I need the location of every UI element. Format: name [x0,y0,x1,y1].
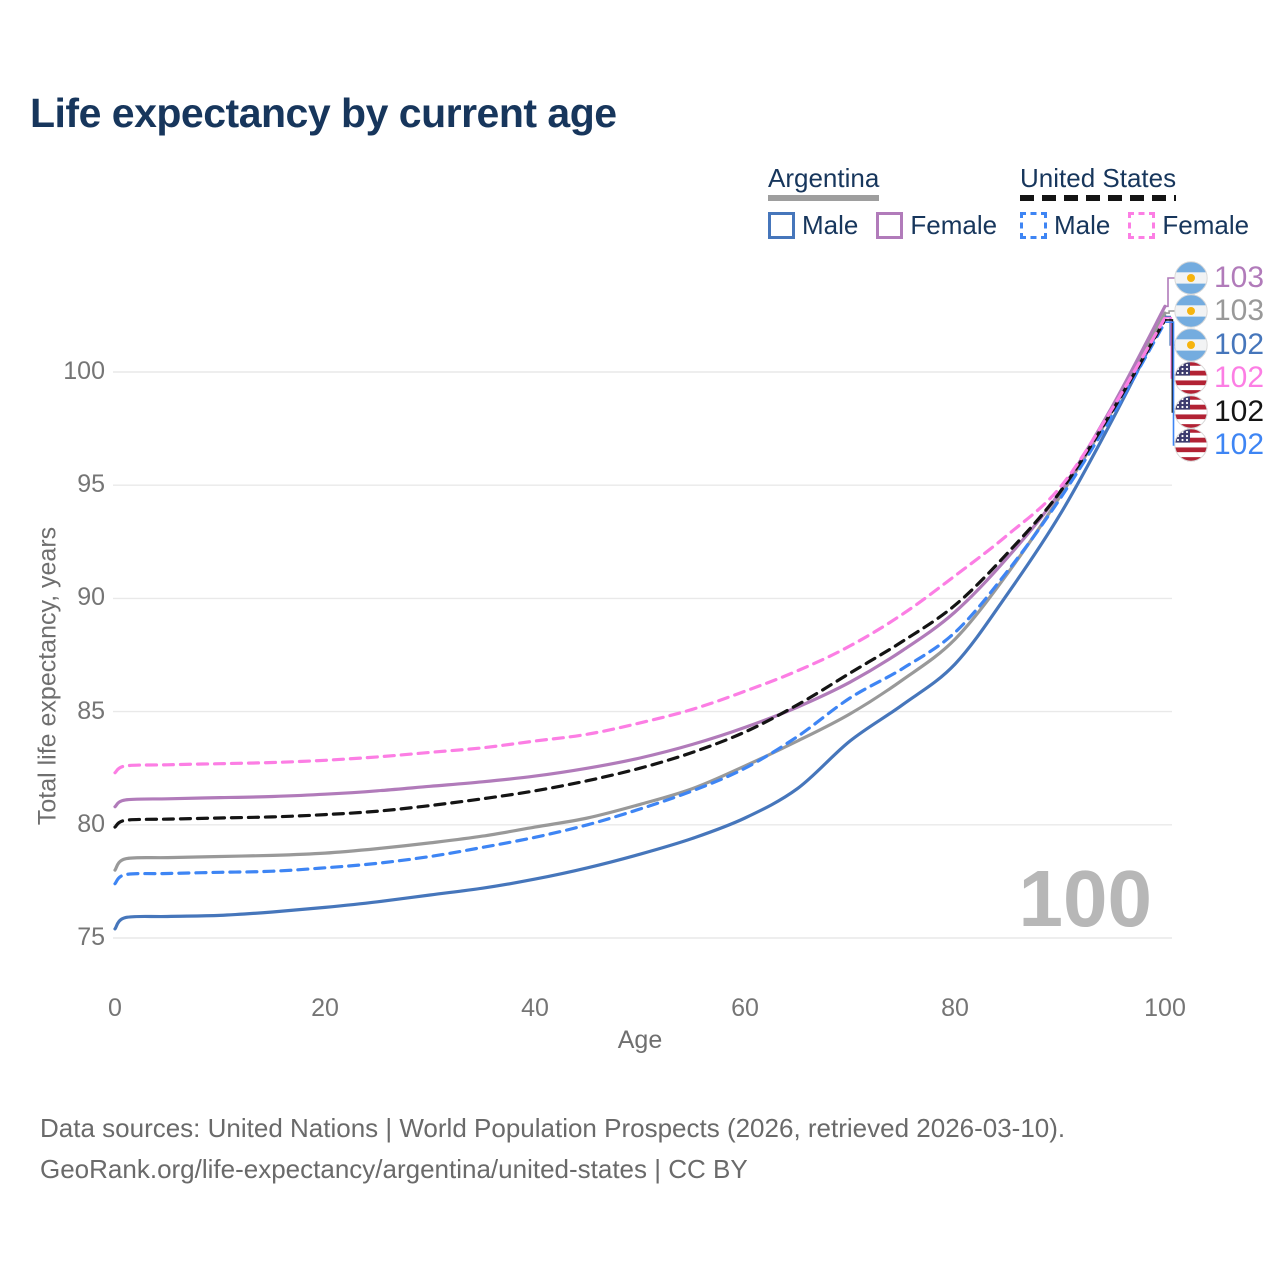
end-label-value: 102 [1214,328,1265,361]
legend-label-argentina-female: Female [910,210,998,240]
chart-title: Life expectancy by current age [30,90,617,136]
legend-item-argentina-male[interactable]: Male [768,210,858,241]
x-tick-label-60: 60 [731,994,759,1022]
legend-label-us-female: Female [1162,210,1250,240]
end-label-value: 103 [1214,294,1265,327]
footer-line-2: GeoRank.org/life-expectancy/argentina/un… [40,1154,748,1184]
y-tick-label-80: 80 [77,809,105,838]
us-flag-icon [1174,428,1208,462]
legend-item-us-female[interactable]: Female [1128,210,1249,241]
legend-header-united-states[interactable]: United States [1020,163,1177,201]
legend-swatch-argentina-male-icon [768,212,795,239]
series-line-argentina-male [113,314,1167,931]
y-tick-label-85: 85 [77,696,105,725]
end-label-united-states-male: 102 [1174,428,1264,462]
end-label-argentina-both-sexes: 103 [1174,294,1264,328]
end-label-united-states-both-sexes: 102 [1174,395,1264,429]
legend-item-argentina-female[interactable]: Female [876,210,997,241]
legend-item-us-male[interactable]: Male [1020,210,1110,241]
legend-label-us-male: Male [1054,210,1111,240]
x-axis-title: Age [617,1026,663,1054]
series-line-united-states-male [113,320,1167,886]
y-tick-label-90: 90 [77,583,105,612]
end-label-value: 103 [1214,261,1265,294]
end-label-value: 102 [1214,361,1265,394]
argentina-flag-icon [1174,261,1208,295]
series-line-united-states-female [113,316,1167,775]
series-line-united-states-both-sexes [113,318,1167,829]
y-tick-label-100: 100 [63,357,105,385]
series-line-argentina-female [113,304,1167,809]
y-axis-title: Total life expectancy, years [33,526,62,826]
footer-line-1: Data sources: United Nations | World Pop… [40,1113,1066,1143]
x-tick-label-20: 20 [311,994,339,1022]
end-label-value: 102 [1214,395,1265,428]
footer-attribution: Data sources: United Nations | World Pop… [40,1108,1065,1190]
x-tick-label-100: 100 [1144,994,1186,1022]
end-label-connector-0 [1165,277,1176,308]
end-label-connector-1 [1165,310,1176,314]
age-watermark: 100 [1018,854,1152,943]
us-flag-icon [1174,395,1208,429]
legend-row-argentina: Male Female [768,210,997,241]
x-tick-label-0: 0 [108,994,122,1022]
x-tick-label-80: 80 [941,994,969,1022]
legend-group-united-states: United States Male Female [1020,163,1249,241]
legend-swatch-argentina-female-icon [876,212,904,239]
end-label-united-states-female: 102 [1174,361,1264,395]
legend-row-united-states: Male Female [1020,210,1249,241]
legend-header-argentina[interactable]: Argentina [768,163,880,201]
x-tick-label-40: 40 [521,994,549,1022]
end-label-argentina-male: 102 [1174,328,1264,362]
y-tick-label-75: 75 [77,923,105,951]
y-tick-label-95: 95 [77,470,105,499]
legend-group-argentina: Argentina Male Female [768,163,997,241]
end-label-argentina-female: 103 [1174,261,1264,295]
argentina-flag-icon [1174,294,1208,328]
end-label-value: 102 [1214,428,1265,461]
us-flag-icon [1174,361,1208,395]
legend-label-argentina-male: Male [802,210,859,240]
argentina-flag-icon [1174,328,1208,362]
legend-swatch-us-female-icon [1128,212,1156,239]
legend-swatch-us-male-icon [1020,212,1047,239]
